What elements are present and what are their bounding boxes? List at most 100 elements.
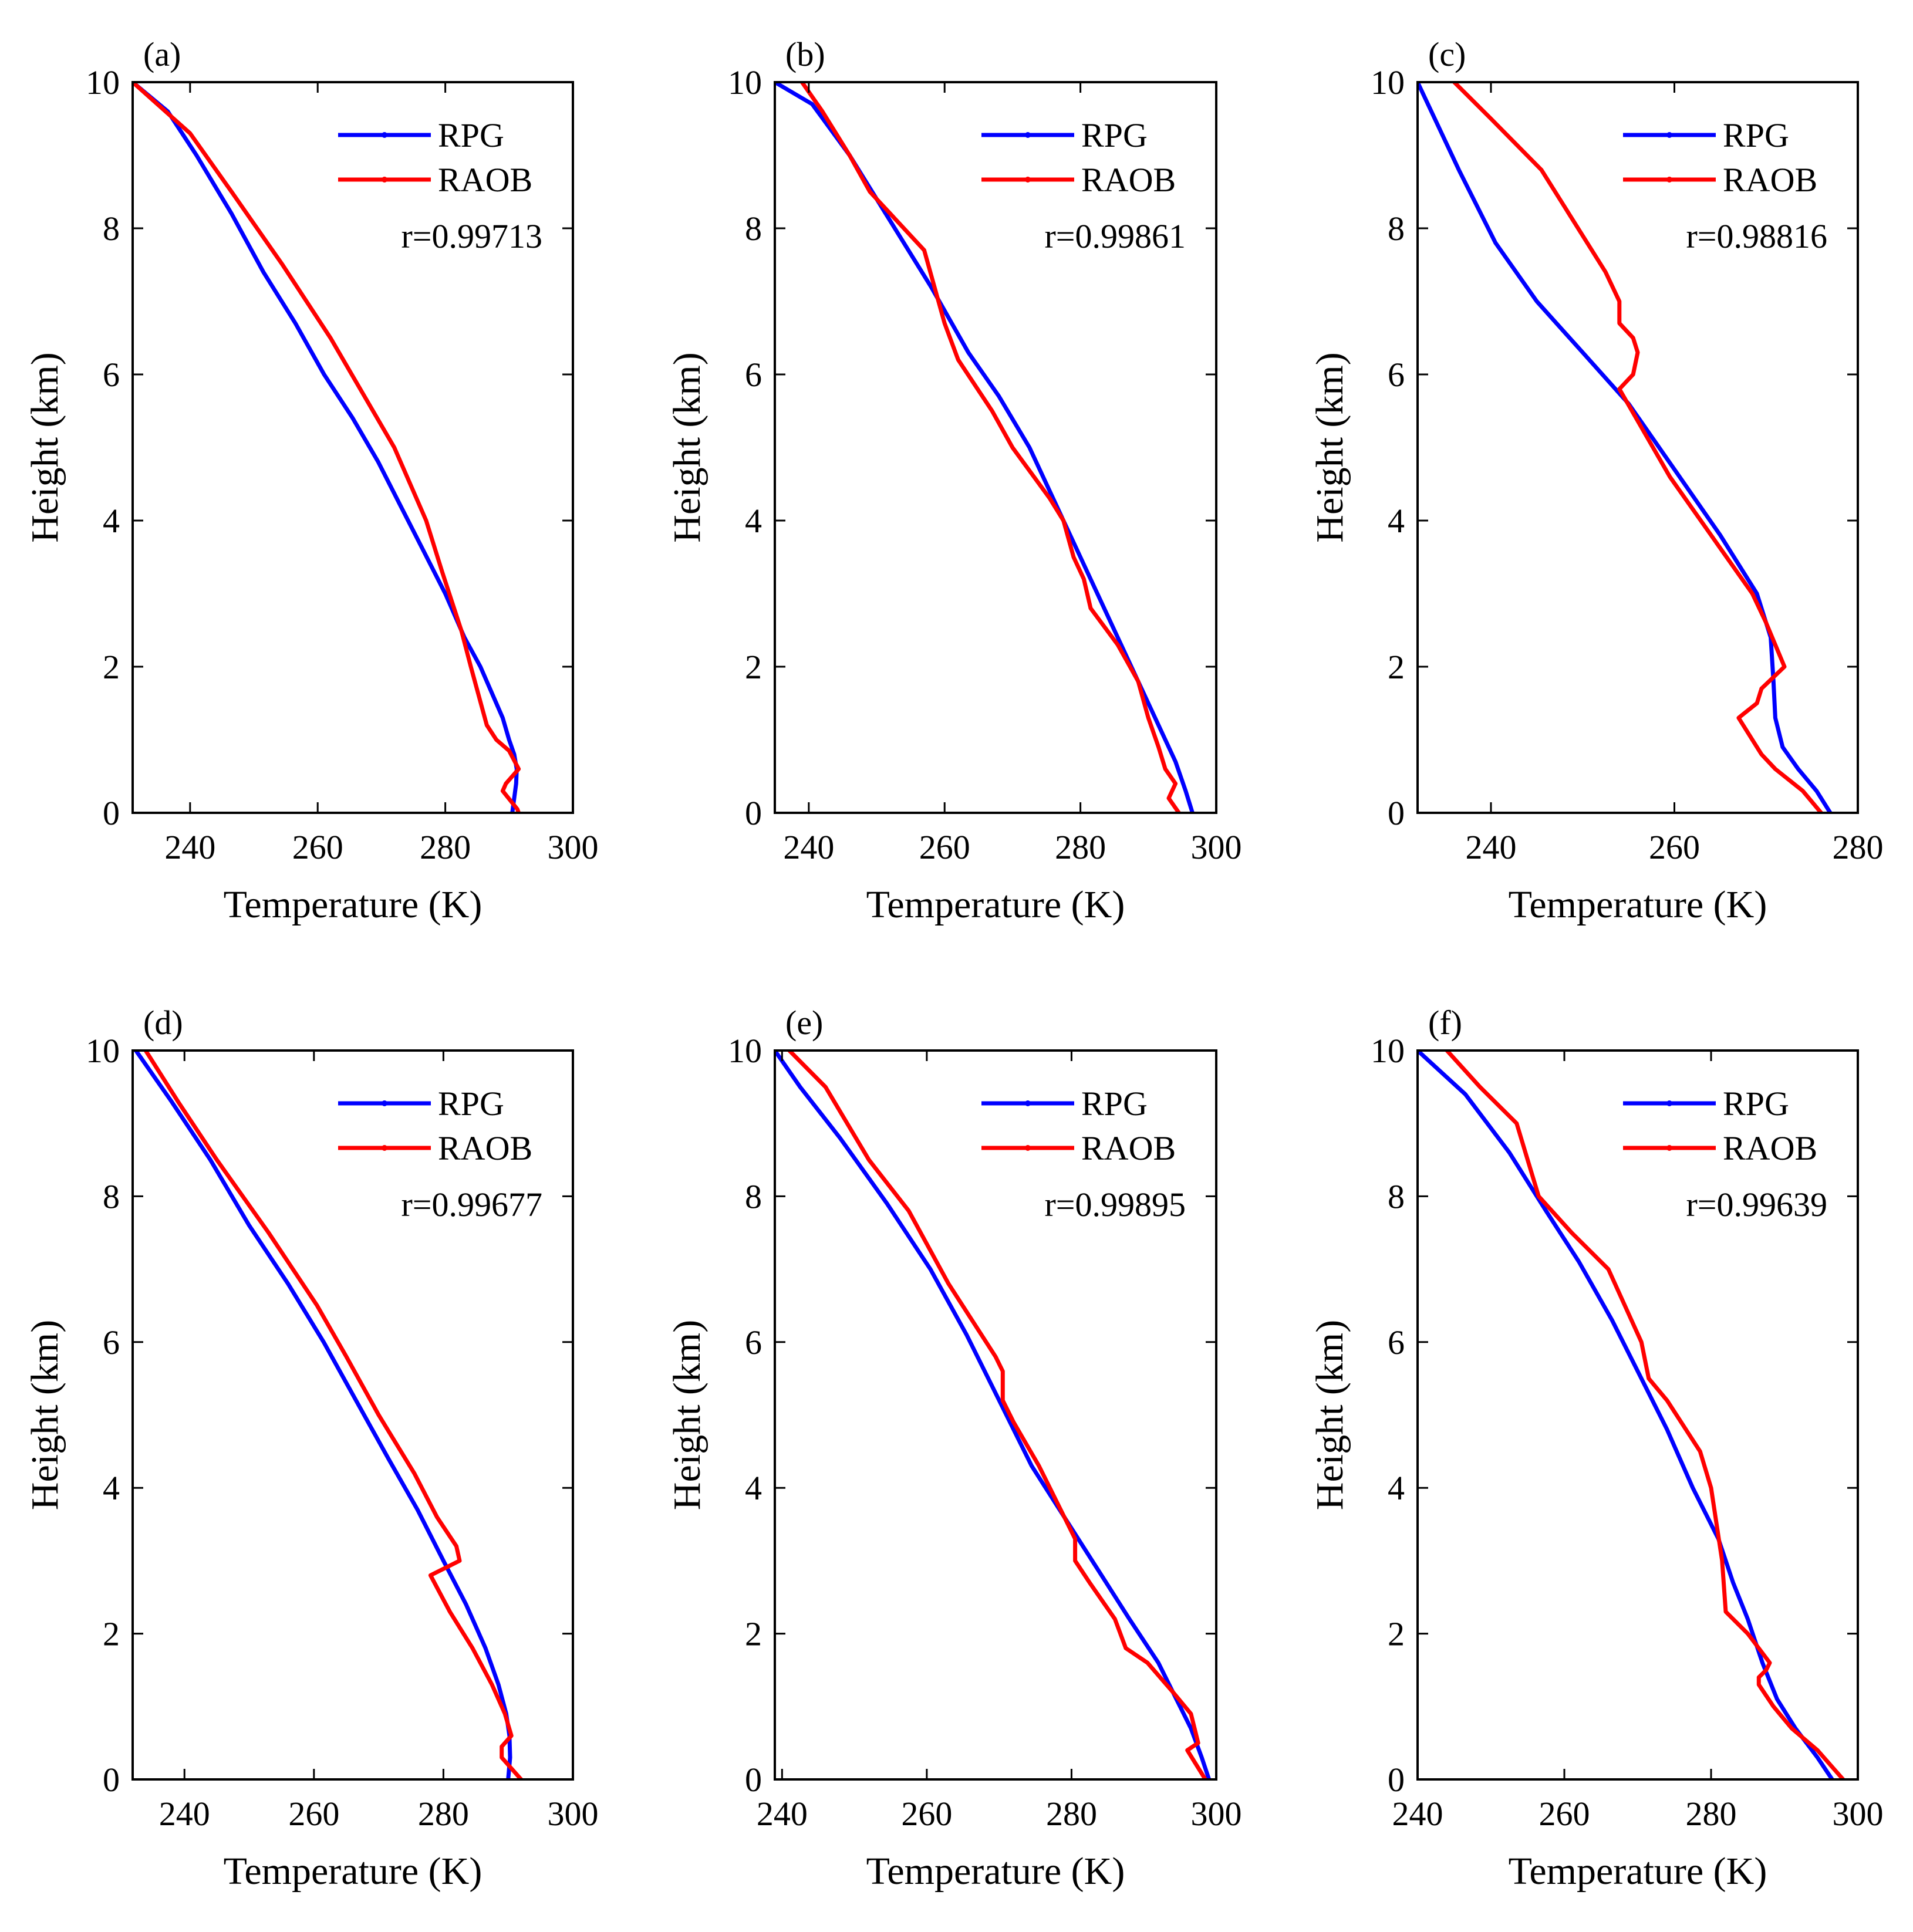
y-axis-label: Height (km): [23, 1320, 66, 1510]
legend-marker-raob: [382, 1145, 387, 1151]
y-tick-label: 4: [1388, 502, 1405, 540]
x-tick-label: 260: [292, 828, 343, 866]
panel-a: 240 260 280 300 0 2 4 6 8 10 Temperature (K) Height…: [23, 35, 599, 926]
x-tick-label: 260: [901, 1795, 952, 1833]
series-line-raob: [1452, 82, 1823, 813]
y-axis-label: Height (km): [666, 352, 708, 542]
legend-marker-raob: [1666, 177, 1672, 183]
x-tick-label: 260: [1539, 1795, 1590, 1833]
x-tick-label: 240: [159, 1795, 210, 1833]
legend-label-rpg: RPG: [1723, 1085, 1789, 1123]
x-tick-label: 280: [418, 1795, 469, 1833]
y-tick-label: 6: [103, 356, 120, 394]
y-tick-label: 6: [103, 1323, 120, 1362]
x-tick-label: 280: [1833, 828, 1884, 866]
x-tick-label: 300: [548, 828, 599, 866]
plot-frame: [1416, 1049, 1859, 1781]
x-tick-label: 240: [164, 828, 215, 866]
series-line-rpg: [1418, 1051, 1834, 1779]
panel-label: (d): [143, 1004, 183, 1042]
y-tick-label: 10: [1371, 63, 1405, 102]
x-tick-label: 240: [783, 828, 834, 866]
correlation-label: r=0.99677: [401, 1185, 542, 1224]
legend-marker-raob: [1666, 1145, 1672, 1151]
y-tick-label: 0: [1388, 1761, 1405, 1799]
plot-frame: [131, 1049, 574, 1781]
x-tick-label: 240: [1466, 828, 1517, 866]
y-tick-label: 6: [745, 356, 762, 394]
plot-frame: [774, 81, 1217, 814]
series-line-raob: [133, 82, 521, 813]
panel-label: (a): [143, 35, 181, 73]
series-line-raob: [143, 1051, 524, 1779]
legend-label-rpg: RPG: [1081, 116, 1148, 154]
correlation-label: r=0.99861: [1044, 217, 1186, 255]
legend-label-raob: RAOB: [1081, 1129, 1176, 1167]
y-tick-label: 8: [103, 210, 120, 248]
x-axis-label: Temperature (K): [1509, 883, 1767, 926]
legend-label-rpg: RPG: [1081, 1085, 1148, 1123]
y-tick-label: 6: [1388, 356, 1405, 394]
series-line-raob: [787, 1051, 1207, 1779]
y-tick-label: 8: [745, 1177, 762, 1215]
x-axis-label: Temperature (K): [866, 883, 1125, 926]
x-tick-label: 280: [1055, 828, 1106, 866]
y-tick-label: 8: [745, 210, 762, 248]
x-axis-label: Temperature (K): [1509, 1850, 1767, 1893]
legend-marker-raob: [1025, 1145, 1031, 1151]
panel-label: (e): [785, 1004, 823, 1042]
series-line-raob: [1445, 1051, 1845, 1779]
y-axis-label: Height (km): [23, 352, 66, 542]
x-tick-label: 300: [548, 1795, 599, 1833]
legend-label-raob: RAOB: [438, 1129, 532, 1167]
y-tick-label: 6: [745, 1323, 762, 1362]
y-tick-label: 10: [728, 63, 762, 102]
x-axis-label: Temperature (K): [224, 883, 483, 926]
correlation-label: r=0.99713: [401, 217, 542, 255]
correlation-label: r=0.99895: [1044, 1185, 1186, 1224]
panel-d: 240 260 280 300 0 2 4 6 8 10 Temperature (K) Height…: [23, 1004, 599, 1893]
legend-marker-rpg: [1025, 132, 1031, 138]
x-tick-label: 260: [1649, 828, 1700, 866]
y-tick-label: 10: [1371, 1032, 1405, 1070]
plot-frame: [774, 1049, 1217, 1781]
legend-marker-rpg: [1025, 1100, 1031, 1106]
y-tick-label: 0: [103, 794, 120, 832]
panel-label: (b): [785, 35, 825, 73]
plot-frame: [131, 81, 574, 814]
y-tick-label: 8: [103, 1177, 120, 1215]
series-line-rpg: [1418, 82, 1833, 813]
y-tick-label: 0: [1388, 794, 1405, 832]
series-line-rpg: [775, 1051, 1212, 1779]
y-tick-label: 4: [103, 1469, 120, 1507]
plot-frame: [1416, 81, 1859, 814]
y-tick-label: 10: [86, 1032, 120, 1070]
y-tick-label: 8: [1388, 210, 1405, 248]
y-axis-label: Height (km): [1308, 1320, 1351, 1510]
x-tick-label: 240: [757, 1795, 808, 1833]
y-tick-label: 2: [103, 1615, 120, 1653]
panel-f: 240 260 280 300 0 2 4 6 8 10 Temperature (K) Height…: [1308, 1004, 1884, 1893]
y-axis-label: Height (km): [666, 1320, 708, 1510]
y-tick-label: 4: [745, 502, 762, 540]
x-tick-label: 260: [919, 828, 970, 866]
y-tick-label: 10: [86, 63, 120, 102]
y-tick-label: 8: [1388, 1177, 1405, 1215]
y-tick-label: 4: [103, 502, 120, 540]
y-tick-label: 4: [745, 1469, 762, 1507]
x-axis-label: Temperature (K): [866, 1850, 1125, 1893]
y-tick-label: 0: [103, 1761, 120, 1799]
legend-marker-rpg: [1666, 132, 1672, 138]
legend-label-raob: RAOB: [438, 161, 532, 199]
series-line-raob: [799, 82, 1181, 813]
y-axis-label: Height (km): [1308, 352, 1351, 542]
y-tick-label: 6: [1388, 1323, 1405, 1362]
x-tick-label: 300: [1833, 1795, 1884, 1833]
legend-marker-rpg: [382, 132, 387, 138]
legend-label-rpg: RPG: [438, 1085, 504, 1123]
y-tick-label: 2: [103, 648, 120, 686]
correlation-label: r=0.99639: [1686, 1185, 1827, 1224]
y-tick-label: 2: [1388, 648, 1405, 686]
legend-label-raob: RAOB: [1723, 1129, 1817, 1167]
x-tick-label: 300: [1191, 1795, 1242, 1833]
